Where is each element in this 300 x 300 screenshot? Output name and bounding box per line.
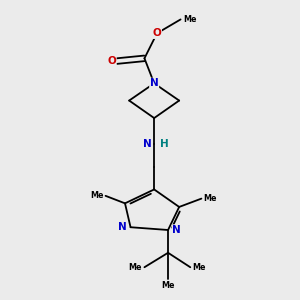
- Text: N: N: [118, 222, 126, 232]
- Text: Me: Me: [90, 191, 103, 200]
- Text: N: N: [142, 139, 152, 148]
- Text: Me: Me: [193, 263, 206, 272]
- Text: Me: Me: [161, 281, 175, 290]
- Text: N: N: [150, 78, 158, 88]
- Text: Me: Me: [129, 263, 142, 272]
- Text: O: O: [107, 56, 116, 66]
- Text: Me: Me: [183, 15, 196, 24]
- Text: Me: Me: [204, 194, 217, 203]
- Text: O: O: [153, 28, 161, 38]
- Text: N: N: [172, 225, 181, 235]
- Text: H: H: [160, 139, 169, 148]
